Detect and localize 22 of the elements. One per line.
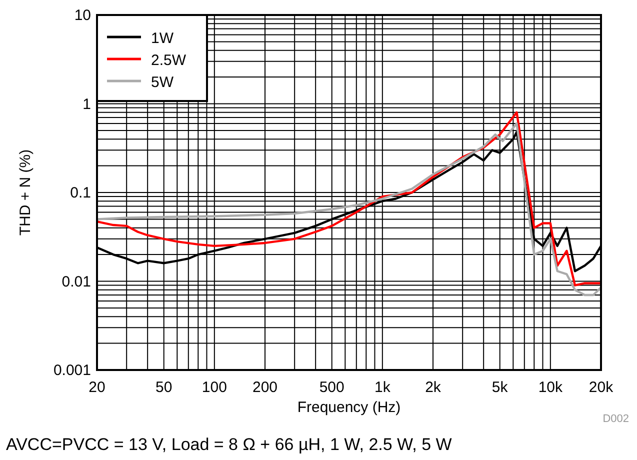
legend-label: 2.5W xyxy=(151,52,187,69)
x-tick-label: 500 xyxy=(319,379,344,396)
y-tick-label: 0.01 xyxy=(62,273,91,290)
x-tick-label: 20 xyxy=(88,379,106,396)
y-tick-label: 0.001 xyxy=(53,362,91,379)
y-tick-label: 1 xyxy=(82,96,91,113)
x-tick-label: 200 xyxy=(252,379,278,396)
legend-label: 1W xyxy=(151,30,174,47)
x-tick-label: 100 xyxy=(202,379,227,396)
y-tick-label: 0.1 xyxy=(70,184,91,202)
x-tick-label: 5k xyxy=(492,379,508,396)
x-tick-label: 2k xyxy=(425,379,442,396)
text: AVCC=PVCC = 13 V, Load = 8 Ω + 66 µH, 1 W, 2.5 W, 5 W xyxy=(6,435,452,454)
y-axis-title: THD + N (%) xyxy=(17,149,34,236)
text: D002 xyxy=(602,413,629,425)
x-tick-label: 1k xyxy=(374,379,391,396)
x-axis-title: Frequency (Hz) xyxy=(297,399,401,416)
x-tick-label: 50 xyxy=(156,379,172,396)
x-tick-label: 10k xyxy=(538,379,564,396)
legend-label: 5W xyxy=(151,74,174,91)
x-tick-label: 20k xyxy=(588,379,614,396)
y-tick-label: 10 xyxy=(74,7,91,24)
